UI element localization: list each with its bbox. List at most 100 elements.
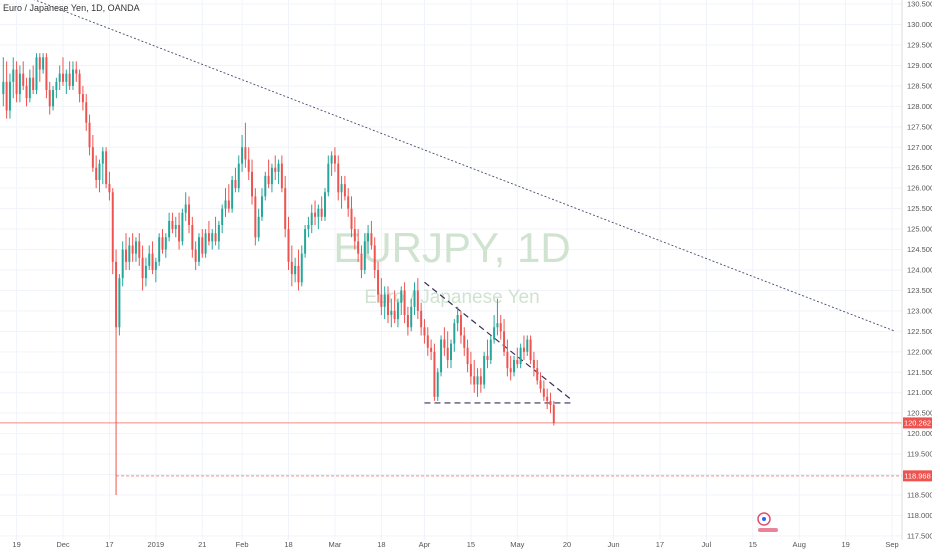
time-tick-label: May — [510, 540, 524, 549]
candle — [161, 229, 164, 254]
price-lines — [0, 422, 902, 477]
candle-body — [71, 69, 74, 86]
candle — [539, 372, 542, 393]
candle-body — [536, 368, 539, 381]
candle-body — [476, 376, 479, 385]
candle — [168, 212, 171, 242]
candle-body — [207, 233, 210, 242]
price-tick-label: 129.500 — [907, 41, 932, 50]
candle — [254, 188, 257, 246]
candle-body — [251, 171, 254, 197]
candle-body — [280, 163, 283, 189]
candle-body — [483, 355, 486, 385]
price-tick-label: 117.500 — [907, 531, 932, 540]
candle — [499, 315, 502, 340]
candle-body — [469, 364, 472, 377]
candle-body — [310, 212, 313, 225]
candle — [171, 212, 174, 234]
trendlines[interactable] — [3, 0, 896, 404]
candle-body — [254, 196, 257, 238]
candle-body — [294, 265, 297, 275]
candle-body — [22, 73, 25, 86]
candle — [310, 204, 313, 234]
candle — [443, 327, 446, 356]
time-tick-label: 15 — [467, 540, 475, 549]
candle-body — [360, 253, 363, 270]
candle-body — [503, 331, 506, 352]
candle — [237, 155, 240, 193]
candle-body — [277, 163, 280, 172]
candle-body — [125, 249, 128, 262]
candle-body — [48, 90, 51, 107]
candle-body — [227, 200, 230, 209]
candle-body — [420, 310, 423, 328]
candle — [257, 208, 260, 242]
candle-body — [436, 372, 439, 397]
watermark-symbol: EURJPY, 1D — [333, 224, 570, 271]
candle-body — [509, 368, 512, 373]
triangle-upper-trendline[interactable] — [424, 281, 571, 400]
candle — [32, 65, 35, 95]
long-downtrend-trendline[interactable] — [3, 0, 896, 332]
candle — [15, 61, 18, 103]
candle — [121, 241, 124, 287]
candle-body — [214, 233, 217, 242]
time-axis[interactable]: 19 Dec 17 2019 21 Feb 18 Mar 18 Apr 15 May 20 Jun 17 Ju… — [12, 540, 898, 549]
candle-body — [506, 351, 509, 369]
candle-body — [42, 57, 45, 70]
tradingview-logo-icon[interactable] — [757, 512, 778, 532]
candle — [430, 339, 433, 360]
candle — [98, 159, 101, 193]
candle — [231, 175, 234, 213]
candle — [68, 61, 71, 90]
candle — [396, 298, 399, 328]
candle-body — [164, 237, 167, 250]
candle-body — [400, 290, 403, 303]
candle-body — [91, 147, 94, 168]
candle-body — [95, 167, 98, 180]
candle — [406, 306, 409, 336]
candle-body — [65, 73, 68, 82]
price-tick-label: 127.000 — [907, 143, 932, 152]
candle-body — [101, 151, 104, 164]
time-tick-label: Feb — [236, 540, 249, 549]
candle-body — [413, 290, 416, 307]
candle — [8, 73, 11, 119]
candle — [347, 188, 350, 217]
candle — [148, 245, 151, 270]
candle — [42, 53, 45, 74]
candle — [489, 335, 492, 365]
candle-body — [446, 347, 449, 360]
candle — [234, 167, 237, 193]
candle — [343, 175, 346, 201]
candle — [111, 188, 114, 275]
candle-body — [450, 343, 452, 360]
candle-body — [224, 200, 227, 209]
candle-body — [539, 380, 542, 389]
candle — [115, 249, 118, 495]
candle-body — [516, 360, 519, 365]
candle — [81, 85, 84, 111]
candle — [357, 229, 360, 262]
candle-body — [307, 225, 310, 230]
candle — [52, 85, 55, 111]
candle-body — [174, 225, 177, 230]
candle-body — [134, 241, 137, 254]
candle — [516, 347, 519, 369]
candle-body — [549, 400, 552, 405]
candle-body — [416, 290, 419, 311]
candle — [191, 216, 194, 258]
candle — [367, 225, 370, 254]
time-tick-label: Jun — [607, 540, 619, 549]
candle — [178, 212, 181, 250]
candle-body — [486, 355, 489, 360]
candle — [134, 237, 137, 262]
candle-body — [459, 315, 462, 336]
candle-body — [304, 229, 307, 254]
candle-body — [552, 405, 555, 423]
price-tick-label: 130.500 — [907, 0, 932, 9]
candle — [270, 163, 273, 193]
